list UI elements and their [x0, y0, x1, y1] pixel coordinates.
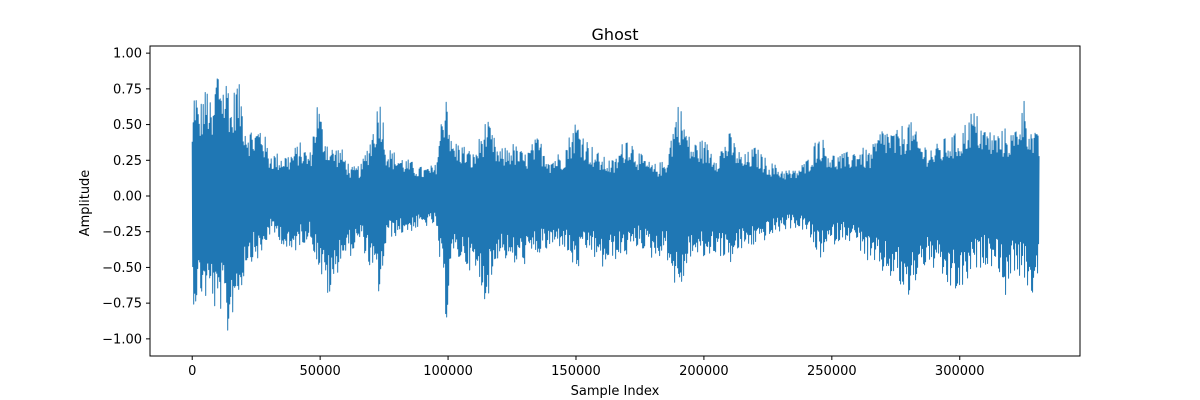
- chart-title: Ghost: [592, 25, 639, 44]
- axes-frame: [149, 45, 1081, 357]
- y-tick-label: 0.75: [113, 82, 142, 97]
- x-axis-label: Sample Index: [571, 384, 660, 399]
- x-tick-label: 200000: [679, 364, 729, 379]
- x-tick-label: 150000: [551, 364, 601, 379]
- waveform-series-line: [191, 78, 1040, 331]
- y-tick-label: −0.75: [102, 297, 142, 312]
- x-tick-label: 300000: [935, 364, 985, 379]
- axes: 0 50000 100000 150000 200000 250000 300000 1.00…: [102, 45, 1081, 379]
- x-tick-label: 250000: [807, 364, 857, 379]
- x-tick-label: 0: [188, 364, 196, 379]
- x-tick-label: 50000: [299, 364, 340, 379]
- y-tick-label: 1.00: [113, 47, 142, 62]
- y-tick-label: −0.50: [102, 261, 142, 276]
- y-tick-label: 0.00: [113, 190, 142, 205]
- x-tick-label: 100000: [423, 364, 473, 379]
- y-tick-label: 0.25: [113, 154, 142, 169]
- y-axis-label: Amplitude: [78, 170, 93, 237]
- y-tick-label: −0.25: [102, 225, 142, 240]
- y-tick-label: 0.50: [113, 118, 142, 133]
- plot-area: [191, 78, 1040, 331]
- y-tick-label: −1.00: [102, 332, 142, 347]
